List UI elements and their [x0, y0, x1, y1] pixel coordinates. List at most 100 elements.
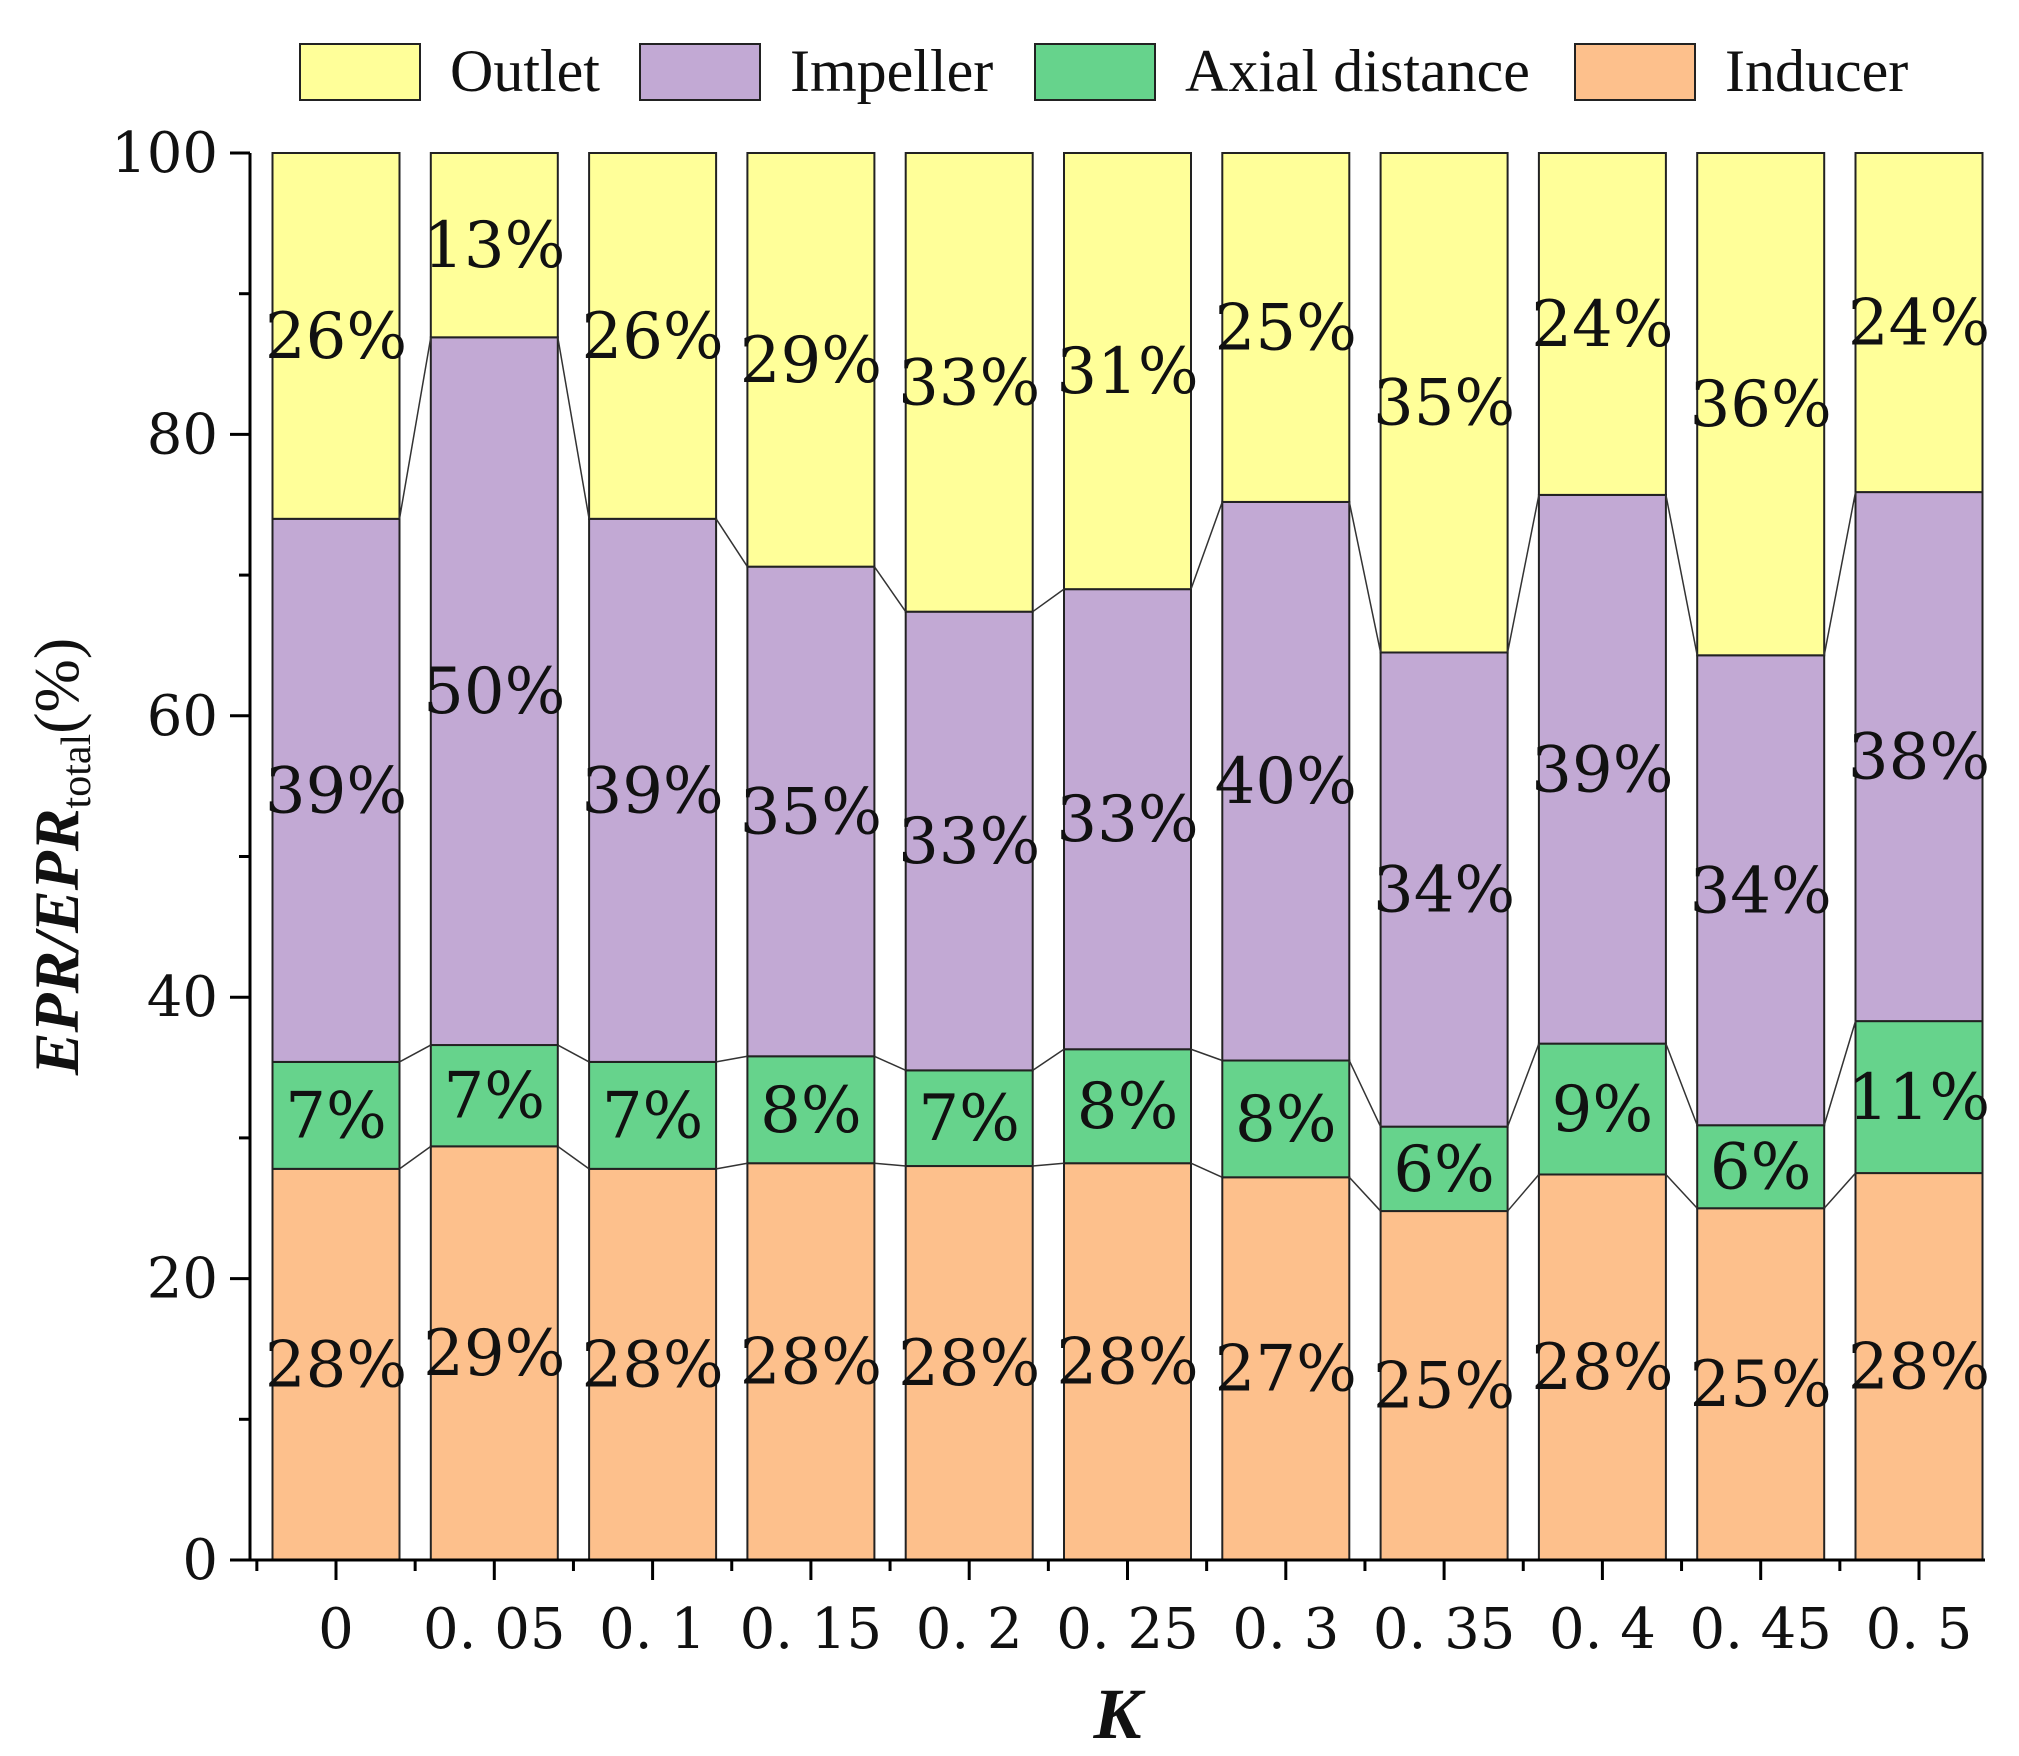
- data-label-inducer-4: 28%: [898, 1327, 1040, 1401]
- data-label-impeller-8: 39%: [1531, 733, 1673, 807]
- data-label-axial-distance-9: 6%: [1710, 1131, 1812, 1205]
- y-tick-label: 60: [147, 684, 218, 749]
- connector-line: [1032, 588, 1065, 613]
- connector-line: [1665, 1043, 1698, 1126]
- data-label-outlet-6: 25%: [1215, 291, 1357, 365]
- data-label-axial-distance-0: 7%: [285, 1079, 387, 1153]
- data-label-outlet-1: 13%: [423, 209, 565, 283]
- bar-outlet-4: [904, 152, 1034, 613]
- connector-line: [398, 337, 432, 519]
- data-label-inducer-0: 28%: [265, 1328, 407, 1402]
- x-tick-label: 0: [318, 1597, 354, 1662]
- x-axis-title: K: [1092, 1674, 1146, 1754]
- connector-line: [557, 337, 590, 519]
- bar-outlet-1: [429, 152, 559, 339]
- data-label-inducer-1: 29%: [423, 1317, 565, 1391]
- bar-outlet-9: [1696, 152, 1826, 657]
- data-labels: 28%7%39%26%29%7%50%13%28%7%39%26%28%8%35…: [265, 209, 1990, 1423]
- x-tick-label: 0. 35: [1373, 1597, 1516, 1662]
- y-tick-label: 40: [147, 965, 218, 1030]
- bar-impeller-2: [588, 517, 718, 1063]
- connector-line: [1348, 501, 1382, 653]
- bar-inducer-9: [1696, 1207, 1826, 1561]
- bar-axial-distance-1: [429, 1044, 559, 1148]
- x-tick-label: 0. 5: [1866, 1597, 1973, 1662]
- legend-label-impeller: Impeller: [790, 38, 993, 104]
- data-label-axial-distance-5: 8%: [1077, 1070, 1179, 1144]
- data-label-inducer-10: 28%: [1848, 1331, 1990, 1405]
- axes: 0 20 40 60 80 100 0 0. 05 0. 1 0. 15 0. 2 0. 25 0. 3…: [111, 121, 1985, 1662]
- bar-impeller-3: [746, 565, 876, 1058]
- x-tick-label: 0. 45: [1689, 1597, 1832, 1662]
- bar-inducer-0: [271, 1167, 401, 1561]
- y-axis-title-subscript: total: [54, 734, 100, 809]
- connector-line: [1823, 491, 1857, 656]
- connector-line: [1348, 1176, 1382, 1212]
- connector-line: [873, 566, 907, 613]
- data-label-axial-distance-6: 8%: [1235, 1083, 1337, 1157]
- data-label-impeller-3: 35%: [740, 775, 882, 849]
- connector-line: [1506, 1043, 1540, 1127]
- legend-label-inducer: Inducer: [1725, 38, 1908, 104]
- y-axis-title: EPR/EPRtotal(%): [21, 638, 100, 1076]
- bar-axial-distance-7: [1379, 1125, 1509, 1213]
- legend-swatch-inducer: [1574, 43, 1696, 101]
- data-label-impeller-0: 39%: [265, 754, 407, 828]
- connector-line: [1665, 494, 1698, 656]
- bar-outlet-10: [1854, 152, 1984, 494]
- connector-line: [399, 1044, 432, 1063]
- connector-line: [874, 1055, 907, 1072]
- legend-swatch-axial-distance: [1034, 43, 1156, 101]
- data-label-outlet-7: 35%: [1373, 367, 1515, 441]
- bar-inducer-7: [1379, 1210, 1509, 1561]
- x-tick-label: 0. 4: [1549, 1597, 1656, 1662]
- data-label-outlet-5: 31%: [1056, 335, 1198, 409]
- legend: Outlet Impeller Axial distance Inducer: [299, 38, 1908, 104]
- bar-stacks: [271, 152, 1984, 1562]
- x-tick-label: 0. 15: [740, 1597, 883, 1662]
- bar-impeller-8: [1537, 493, 1667, 1045]
- data-label-axial-distance-3: 8%: [760, 1074, 862, 1148]
- bar-axial-distance-9: [1696, 1124, 1826, 1210]
- data-label-impeller-4: 33%: [898, 805, 1040, 879]
- y-tick-label: 80: [147, 402, 218, 467]
- legend-swatch-outlet: [299, 43, 421, 101]
- data-label-impeller-1: 50%: [423, 655, 565, 729]
- data-label-outlet-9: 36%: [1690, 368, 1832, 442]
- connector-lines: [398, 337, 1857, 1212]
- data-label-outlet-2: 26%: [581, 300, 723, 374]
- data-label-axial-distance-4: 7%: [918, 1082, 1020, 1156]
- bar-inducer-6: [1221, 1176, 1351, 1562]
- y-tick-label: 20: [147, 1247, 218, 1312]
- y-axis-title-main: EPR/EPR: [21, 808, 92, 1076]
- connector-line: [1823, 1172, 1857, 1209]
- y-tick-label: 0: [182, 1528, 218, 1593]
- connector-line: [399, 1145, 432, 1170]
- connector-line: [1507, 1173, 1540, 1212]
- connector-line: [1190, 1162, 1223, 1178]
- bar-axial-distance-4: [904, 1069, 1034, 1168]
- bar-outlet-2: [588, 152, 718, 520]
- data-label-axial-distance-2: 7%: [602, 1079, 704, 1153]
- connector-line: [1665, 1173, 1698, 1209]
- data-label-outlet-4: 33%: [898, 346, 1040, 420]
- x-tick-label: 0. 2: [916, 1597, 1023, 1662]
- data-label-impeller-5: 33%: [1056, 783, 1198, 857]
- y-tick-label: 100: [111, 121, 218, 186]
- x-tick-label: 0. 3: [1232, 1597, 1339, 1662]
- data-label-inducer-8: 28%: [1531, 1331, 1673, 1405]
- connector-line: [1032, 1162, 1065, 1167]
- data-label-outlet-3: 29%: [740, 324, 882, 398]
- bar-outlet-8: [1537, 152, 1667, 496]
- connector-line: [1506, 494, 1540, 653]
- data-label-axial-distance-10: 11%: [1848, 1061, 1990, 1135]
- bar-outlet-3: [746, 152, 876, 568]
- bar-axial-distance-0: [271, 1060, 401, 1170]
- data-label-outlet-8: 24%: [1531, 288, 1673, 362]
- x-tick-label: 0. 1: [599, 1597, 706, 1662]
- legend-label-axial-distance: Axial distance: [1185, 38, 1530, 104]
- bar-outlet-7: [1379, 152, 1509, 654]
- data-label-inducer-6: 27%: [1215, 1333, 1357, 1407]
- data-label-impeller-7: 34%: [1373, 854, 1515, 928]
- y-axis-title-unit: (%): [21, 638, 92, 734]
